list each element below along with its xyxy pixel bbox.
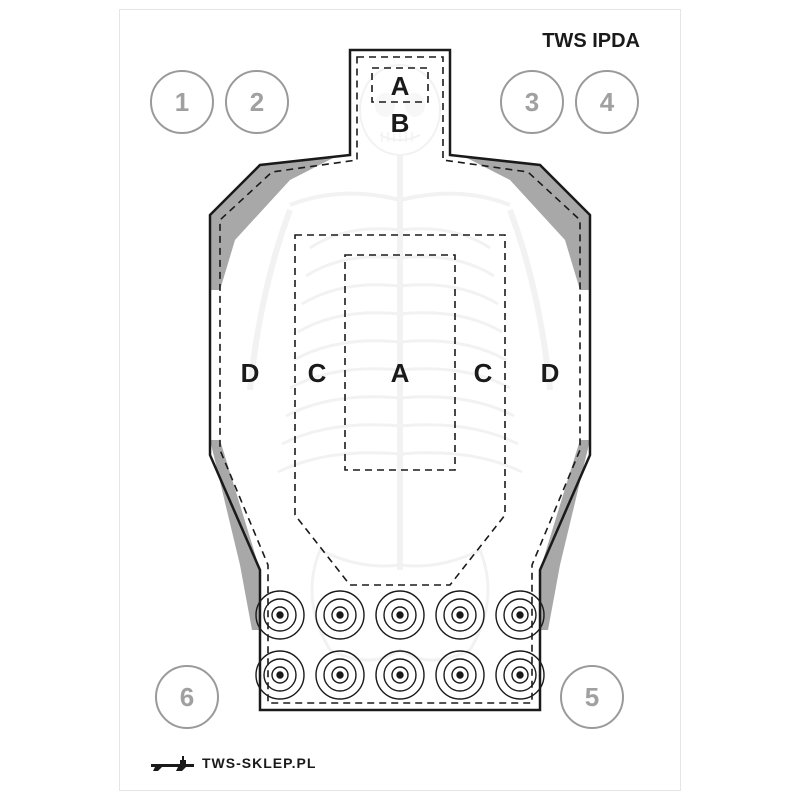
svg-text:B: B (391, 108, 410, 138)
svg-text:A: A (391, 358, 410, 388)
rifle-icon (150, 754, 196, 772)
footer: TWS-SKLEP.PL (150, 754, 316, 772)
svg-text:D: D (541, 358, 560, 388)
target-sheet: TWS IPDA 123465 ABDCACD TWS-SKLEP.PL (119, 9, 681, 791)
svg-text:A: A (391, 71, 410, 101)
svg-text:D: D (241, 358, 260, 388)
target-diagram: ABDCACD (120, 10, 680, 790)
footer-text: TWS-SKLEP.PL (202, 755, 316, 771)
svg-text:C: C (474, 358, 493, 388)
svg-text:C: C (308, 358, 327, 388)
